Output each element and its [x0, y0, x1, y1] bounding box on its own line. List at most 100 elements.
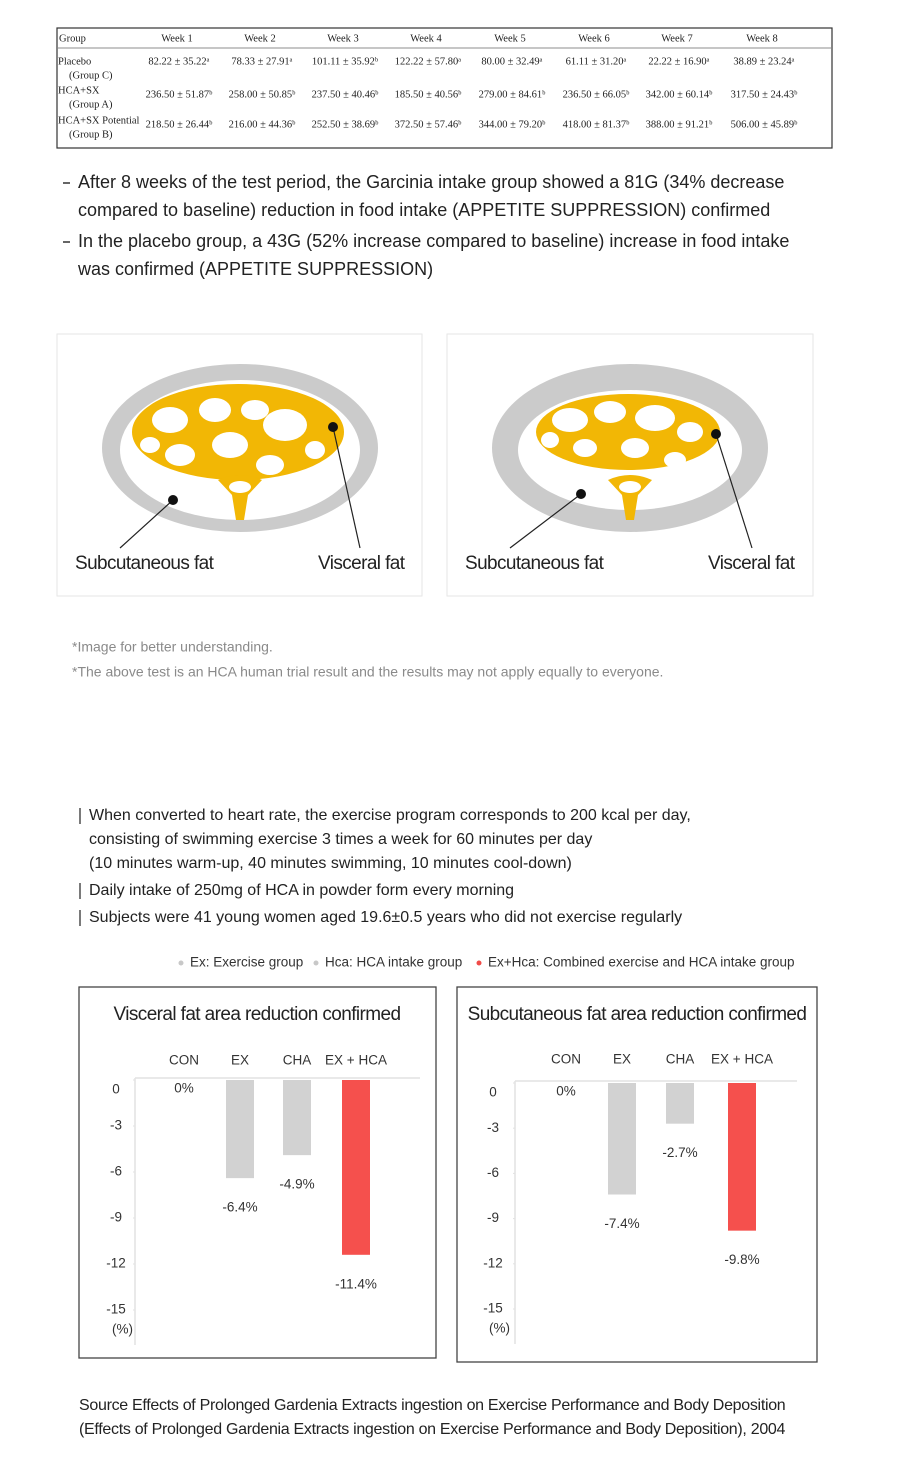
value-label: 0% — [174, 1081, 194, 1096]
table-cell: 82.22 ± 35.22ᵃ — [148, 56, 209, 67]
legend-dot — [313, 960, 319, 966]
value-label: -9.8% — [724, 1252, 759, 1267]
table-header: Week 2 — [244, 33, 276, 44]
legend-label: Ex+Hca: Combined exercise and HCA intake… — [488, 955, 795, 970]
info-text: When converted to heart rate, the exerci… — [89, 807, 691, 824]
table-header: Week 3 — [327, 33, 359, 44]
table-group: Placebo — [58, 56, 91, 67]
table-header: Week 7 — [661, 33, 693, 44]
legend-dot — [178, 960, 184, 966]
table-cell: 342.00 ± 60.14ᵇ — [646, 89, 714, 100]
fat-gap — [552, 408, 588, 432]
value-label: -2.7% — [662, 1145, 697, 1160]
x-tick-label: EX — [613, 1052, 631, 1067]
table-cell: 317.50 ± 24.43ᵇ — [731, 89, 799, 100]
spine-ring — [229, 481, 251, 493]
table-cell: 237.50 ± 40.46ᵇ — [312, 89, 380, 100]
table-group: HCA+SX — [58, 85, 100, 96]
table-group: HCA+SX Potential — [58, 115, 140, 126]
fat-gap — [541, 432, 559, 448]
y-tick-label: 0 — [112, 1082, 120, 1097]
table-header: Group — [59, 33, 86, 44]
fat-gap — [140, 437, 160, 453]
bar — [342, 1080, 370, 1255]
fat-gap — [212, 432, 248, 458]
y-tick-label: -9 — [110, 1210, 122, 1225]
info-text: consisting of swimming exercise 3 times … — [89, 831, 592, 848]
table-cell: 218.50 ± 26.44ᵇ — [146, 119, 214, 130]
source-text: (Effects of Prolonged Gardenia Extracts … — [79, 1421, 786, 1438]
figure-label: Visceral fat — [318, 553, 406, 574]
fat-gap — [677, 422, 703, 442]
chart-title: Visceral fat area reduction confirmed — [114, 1004, 401, 1025]
table-cell: 61.11 ± 31.20ᵃ — [566, 56, 627, 67]
pointer-dot — [576, 489, 586, 499]
fat-gap — [263, 409, 307, 441]
x-tick-label: CON — [169, 1053, 199, 1068]
value-label: -4.9% — [279, 1177, 314, 1192]
figure-label: Subcutaneous fat — [75, 553, 215, 574]
table-group: (Group B) — [69, 129, 113, 140]
table-cell: 279.00 ± 84.61ᵇ — [479, 89, 547, 100]
table-group: (Group A) — [69, 99, 113, 110]
pointer-dot — [328, 422, 338, 432]
x-tick-label: EX + HCA — [711, 1052, 773, 1067]
spine-ring — [619, 481, 641, 493]
fat-gap — [199, 398, 231, 422]
y-axis-unit: (%) — [489, 1321, 510, 1336]
bar — [283, 1080, 311, 1156]
y-tick-label: 0 — [489, 1085, 497, 1100]
info-text: Daily intake of 250mg of HCA in powder f… — [89, 882, 514, 899]
bullet-text: was confirmed (APPETITE SUPPRESSION) — [77, 259, 433, 279]
fat-gap — [241, 400, 269, 420]
x-tick-label: EX — [231, 1053, 249, 1068]
fat-gap — [165, 444, 195, 466]
x-tick-label: EX + HCA — [325, 1053, 387, 1068]
x-tick-label: CON — [551, 1052, 581, 1067]
fat-gap — [152, 407, 188, 433]
table-cell: 80.00 ± 32.49ᵃ — [481, 56, 542, 67]
pointer-line — [715, 433, 753, 549]
abdomen-diagram — [102, 364, 378, 549]
y-tick-label: -15 — [106, 1302, 126, 1317]
table-cell: 258.00 ± 50.85ᵇ — [229, 89, 297, 100]
bullet-text: compared to baseline) reduction in food … — [78, 200, 770, 220]
value-label: -7.4% — [604, 1216, 639, 1231]
table-cell: 101.11 ± 35.92ᵇ — [312, 56, 379, 67]
pointer-dot — [168, 495, 178, 505]
figure-label: Subcutaneous fat — [465, 553, 605, 574]
table-cell: 418.00 ± 81.37ᵇ — [563, 119, 631, 130]
bullet-text: After 8 weeks of the test period, the Ga… — [78, 172, 784, 192]
table-cell: 216.00 ± 44.36ᵇ — [229, 119, 297, 130]
fat-gap — [305, 441, 325, 459]
table-cell: 252.50 ± 38.69ᵇ — [312, 119, 380, 130]
spine — [218, 475, 262, 520]
fat-gap — [621, 438, 649, 458]
fat-gap — [256, 455, 284, 475]
abdomen-diagram — [492, 364, 768, 549]
table-cell: 506.00 ± 45.89ᵇ — [731, 119, 799, 130]
fat-gap — [594, 401, 626, 423]
fat-gap — [573, 439, 597, 457]
y-tick-label: -15 — [483, 1301, 503, 1316]
y-tick-label: -6 — [110, 1164, 122, 1179]
figure-label: Visceral fat — [708, 553, 796, 574]
pointer-line — [119, 499, 174, 549]
table-cell: 38.89 ± 23.24ᵃ — [733, 56, 794, 67]
table-cell: 78.33 ± 27.91ᵃ — [231, 56, 292, 67]
y-tick-label: -3 — [487, 1120, 499, 1135]
table-group: (Group C) — [69, 70, 113, 81]
value-label: -6.4% — [222, 1200, 257, 1215]
bullet-text: In the placebo group, a 43G (52% increas… — [78, 231, 789, 251]
table-header: Week 5 — [494, 33, 526, 44]
table-header: Week 4 — [410, 33, 442, 44]
info-text: (10 minutes warm-up, 40 minutes swimming… — [89, 855, 572, 872]
table-header: Week 6 — [578, 33, 610, 44]
y-tick-label: -12 — [483, 1255, 503, 1270]
legend-label: Hca: HCA intake group — [325, 955, 462, 970]
table-header: Week 8 — [746, 33, 778, 44]
chart-frame — [78, 986, 437, 1359]
table-cell: 236.50 ± 51.87ᵇ — [146, 89, 214, 100]
info-text: Subjects were 41 young women aged 19.6±0… — [89, 909, 682, 926]
